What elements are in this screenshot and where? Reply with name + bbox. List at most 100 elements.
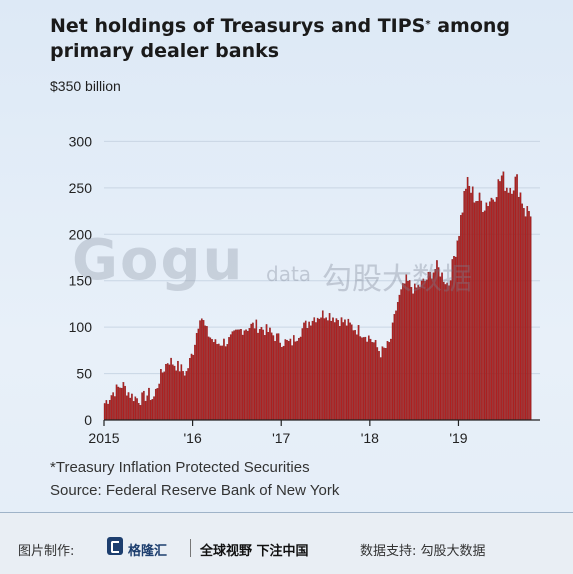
bar [460,215,462,421]
bar [132,401,135,421]
bar [253,328,256,421]
bar [499,181,501,421]
bar [383,347,385,421]
bar [328,313,331,421]
bar [523,208,525,421]
bar [146,395,149,421]
bar [206,326,208,421]
bar [374,339,377,421]
bar [514,176,517,421]
bar [385,348,387,421]
bar [378,351,380,421]
footer-divider [0,512,573,513]
chart-title: Net holdings of Treasurys and TIPS* amon… [50,14,550,64]
bar [379,357,382,421]
bar [262,329,264,421]
bar [468,185,471,421]
bar [238,329,241,421]
y-tick-label: 200 [69,226,93,242]
bar [233,330,235,421]
bar [243,330,246,421]
bar [265,324,268,421]
bar [127,392,130,421]
bar [362,337,365,421]
bar [398,294,401,421]
bar [381,346,384,421]
bar [446,282,448,421]
y-tick-label: 150 [69,273,93,289]
bar [356,334,358,421]
bar [115,384,118,421]
bar [141,392,143,421]
bar [349,322,351,421]
bar [413,283,416,421]
bar [492,199,494,421]
bar [352,330,355,421]
bar [173,365,176,421]
y-tick-label: 50 [76,366,92,382]
bar [161,372,164,421]
bar [420,280,423,421]
bar [209,337,212,421]
y-tick-label: 0 [84,412,92,428]
bar [442,281,445,421]
footer-label: 图片制作: [18,544,75,559]
bar-chart: 0 50 100 150 200 250 300 2015 '16 '17 '18 '19 [69,133,540,446]
bar [124,385,126,421]
bar [228,337,230,421]
bar [267,332,270,421]
bar [119,387,121,421]
bar [526,206,529,421]
bar [395,310,397,421]
bar [325,317,327,421]
bar [240,329,242,421]
bar [407,280,409,421]
bar [494,201,496,421]
bar [311,320,314,421]
bar [224,346,227,421]
footer-separator [190,539,191,557]
bar [466,176,469,421]
bar [337,320,339,421]
title-line3: primary dealer banks [50,40,280,62]
bar [344,319,346,421]
bar [170,357,172,421]
bar [529,216,532,421]
bar [475,201,477,421]
bar [289,338,292,421]
bar [298,338,300,421]
bar [216,343,218,421]
bar [214,339,217,421]
bar [521,203,523,421]
bar [158,383,160,421]
bar [236,329,239,421]
watermark-logo: Gogu [72,228,245,293]
bar [221,345,224,421]
bar [490,197,493,421]
bar [388,342,391,421]
title-line1: Net holdings of Treasurys and TIPS [50,15,426,37]
bar [424,280,426,421]
bar [528,211,530,421]
bar [315,322,317,421]
bar [417,284,420,421]
bar [465,188,467,421]
bar [403,283,406,421]
bar [202,320,205,421]
bar [231,331,234,421]
bar [361,337,363,421]
bar [408,280,411,421]
bar [126,395,128,421]
bar [172,364,174,421]
bar [483,210,486,421]
bar [274,341,276,421]
bar [255,319,258,421]
bar [386,340,389,421]
bar [502,171,505,421]
bar [471,186,474,421]
bar [166,363,169,421]
bar [192,354,195,421]
bar [477,201,479,421]
bar [178,371,181,421]
bar [519,192,522,421]
